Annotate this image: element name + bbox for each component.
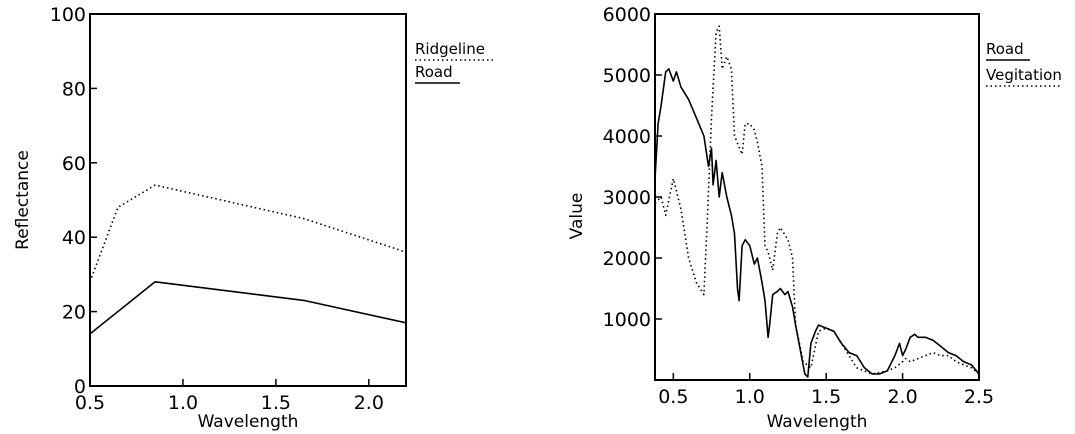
reflectance-y-tick-label: 80	[62, 78, 86, 100]
reflectance-chart: 0.5 1.0 1.5 2.0 0 20 40 60 80 100 Wavelength Ref…	[13, 4, 493, 432]
reflectance-y-ticks: 0 20 40 60 80 100	[50, 4, 97, 398]
reflectance-x-ticks: 0.5 1.0 1.5 2.0	[75, 379, 384, 414]
reflectance-y-tick-label: 100	[50, 4, 86, 26]
reflectance-x-tick-label: 0.5	[75, 392, 105, 414]
reflectance-series-layer	[89, 184, 407, 335]
reflectance-legend: Ridgeline Road	[415, 40, 493, 84]
value-y-tick-label: 2000	[603, 248, 651, 270]
value-series-layer	[654, 25, 980, 378]
reflectance-x-axis-title: Wavelength	[198, 412, 299, 432]
value-x-tick-label: 2.5	[964, 386, 994, 408]
reflectance-y-tick-label: 60	[62, 153, 86, 175]
value-y-tick-label: 3000	[603, 187, 651, 209]
reflectance-x-tick-label: 1.0	[168, 392, 198, 414]
value-plot-frame	[654, 13, 980, 381]
value-series-line-vegitation	[654, 25, 980, 375]
value-x-axis-title: Wavelength	[767, 412, 868, 432]
value-y-tick-label: 4000	[603, 126, 651, 148]
legend-label-road-2: Road	[986, 40, 1024, 58]
legend-label-road: Road	[415, 63, 453, 81]
value-x-tick-label: 1.5	[811, 386, 841, 408]
value-chart: 0.5 1.0 1.5 2.0 2.5 1000 2000 3000 4000 5000 6000…	[567, 4, 1062, 432]
reflectance-y-tick-label: 0	[74, 376, 86, 398]
reflectance-series-line-ridgeline	[89, 184, 407, 283]
value-y-tick-label: 6000	[603, 4, 651, 26]
value-series-line-road	[654, 68, 980, 378]
value-legend: Road Vegitation	[986, 40, 1062, 87]
reflectance-series-line-road	[89, 280, 407, 335]
reflectance-plot-frame	[89, 13, 407, 387]
value-y-tick-label: 5000	[603, 65, 651, 87]
reflectance-y-axis-title: Reflectance	[13, 150, 33, 250]
value-y-axis-title: Value	[567, 193, 587, 240]
value-y-tick-label: 1000	[603, 309, 651, 331]
legend-label-vegitation: Vegitation	[986, 66, 1062, 84]
value-x-tick-label: 0.5	[658, 386, 688, 408]
legend-label-ridgeline: Ridgeline	[415, 40, 485, 58]
value-x-tick-label: 2.0	[887, 386, 917, 408]
reflectance-x-tick-label: 1.5	[261, 392, 291, 414]
reflectance-y-tick-label: 20	[62, 302, 86, 324]
reflectance-x-tick-label: 2.0	[354, 392, 384, 414]
reflectance-y-tick-label: 40	[62, 227, 86, 249]
value-x-tick-label: 1.0	[735, 386, 765, 408]
value-y-ticks: 1000 2000 3000 4000 5000 6000	[603, 4, 662, 331]
value-x-ticks: 0.5 1.0 1.5 2.0 2.5	[658, 373, 994, 408]
